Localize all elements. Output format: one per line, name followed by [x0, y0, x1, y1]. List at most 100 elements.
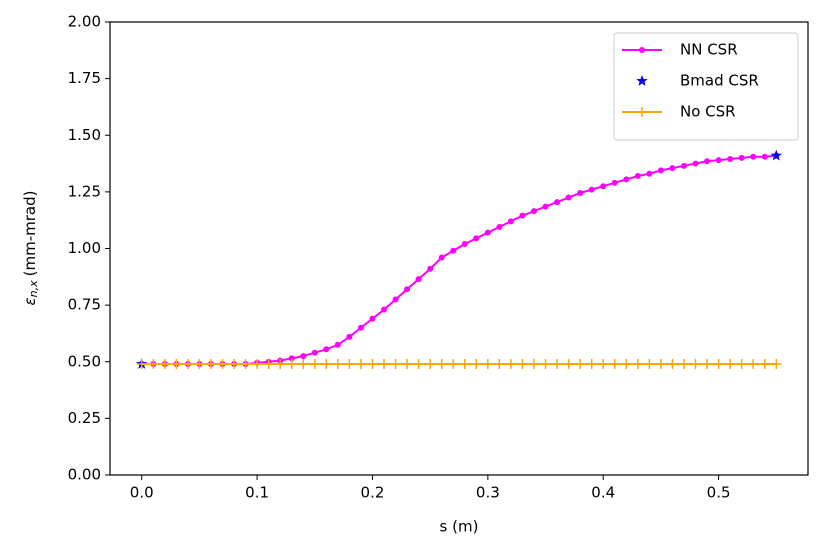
data-point [736, 359, 747, 370]
data-point [692, 160, 699, 167]
legend-marker [637, 107, 647, 117]
y-tick-label: 0.75 [68, 296, 101, 314]
x-axis-label: s (m) [440, 518, 479, 536]
data-point [748, 359, 759, 370]
data-point [770, 149, 782, 161]
x-tick-label: 0.3 [476, 484, 500, 502]
data-point [355, 359, 366, 370]
data-point [471, 359, 482, 370]
data-point [311, 349, 318, 356]
x-tick-label: 0.5 [707, 484, 731, 502]
y-tick-label: 1.00 [68, 239, 101, 257]
data-point [459, 359, 470, 370]
data-point [357, 324, 364, 331]
data-point [367, 359, 378, 370]
y-label-subscript: n,x [27, 280, 40, 297]
data-point [413, 359, 424, 370]
data-point [727, 156, 734, 163]
data-point [229, 359, 240, 370]
data-point [182, 359, 193, 370]
data-point [680, 162, 687, 169]
data-point [528, 359, 539, 370]
legend-marker [636, 75, 648, 86]
data-point [505, 359, 516, 370]
data-point [540, 359, 551, 370]
y-tick-label: 0.25 [68, 409, 101, 427]
data-point [425, 359, 436, 370]
data-point [634, 173, 641, 180]
data-point [390, 359, 401, 370]
data-point [392, 296, 399, 303]
data-point [657, 167, 664, 174]
data-point [484, 229, 491, 236]
legend-label: NN CSR [680, 41, 738, 59]
data-point [438, 254, 445, 261]
data-point [194, 359, 205, 370]
data-point [725, 359, 736, 370]
data-point [621, 359, 632, 370]
y-label-symbol: ε [21, 297, 39, 305]
data-point [600, 183, 607, 190]
data-point [334, 341, 341, 348]
x-tick-label: 0.2 [361, 484, 385, 502]
data-point [217, 359, 228, 370]
data-point [586, 359, 597, 370]
data-point [507, 218, 514, 225]
data-point [655, 359, 666, 370]
data-point [288, 355, 295, 362]
y-tick-label: 0.00 [68, 466, 101, 484]
data-point [530, 208, 537, 215]
data-point [713, 359, 724, 370]
data-point [761, 153, 768, 160]
data-point [609, 359, 620, 370]
data-point [667, 359, 678, 370]
data-point [542, 203, 549, 210]
data-point [519, 212, 526, 219]
data-point [323, 346, 330, 353]
data-point [678, 359, 689, 370]
y-tick-label: 2.00 [68, 13, 101, 31]
data-point [482, 359, 493, 370]
data-point [738, 154, 745, 161]
data-point [369, 315, 376, 322]
data-point [275, 359, 286, 370]
data-point [346, 333, 353, 340]
x-tick-label: 0.0 [130, 484, 154, 502]
data-point [344, 359, 355, 370]
data-point [598, 359, 609, 370]
data-point [669, 165, 676, 172]
data-point [415, 276, 422, 283]
x-tick-label: 0.4 [591, 484, 615, 502]
data-point [644, 359, 655, 370]
data-point [623, 176, 630, 183]
legend-box [613, 32, 799, 141]
data-point [517, 359, 528, 370]
data-point [461, 240, 468, 247]
data-point [646, 170, 653, 177]
data-point [554, 199, 561, 206]
series-line [141, 154, 777, 366]
data-point [252, 359, 263, 370]
data-point [632, 359, 643, 370]
data-point [575, 359, 586, 370]
data-point [240, 359, 251, 370]
data-point [771, 359, 782, 370]
data-point [298, 359, 309, 370]
data-point [263, 359, 274, 370]
x-tick-label: 0.1 [245, 484, 269, 502]
data-point [159, 359, 170, 370]
data-point [577, 190, 584, 197]
data-point [750, 153, 757, 160]
legend-marker [639, 47, 645, 53]
legend-label: No CSR [680, 103, 736, 121]
y-label-unit: (mm-mrad) [21, 191, 39, 277]
data-point [379, 359, 390, 370]
data-point [588, 186, 595, 193]
plot-frame [109, 21, 809, 476]
data-point [404, 286, 411, 293]
data-point [300, 353, 307, 360]
data-point [448, 359, 459, 370]
data-point [690, 359, 701, 370]
data-point [611, 179, 618, 186]
